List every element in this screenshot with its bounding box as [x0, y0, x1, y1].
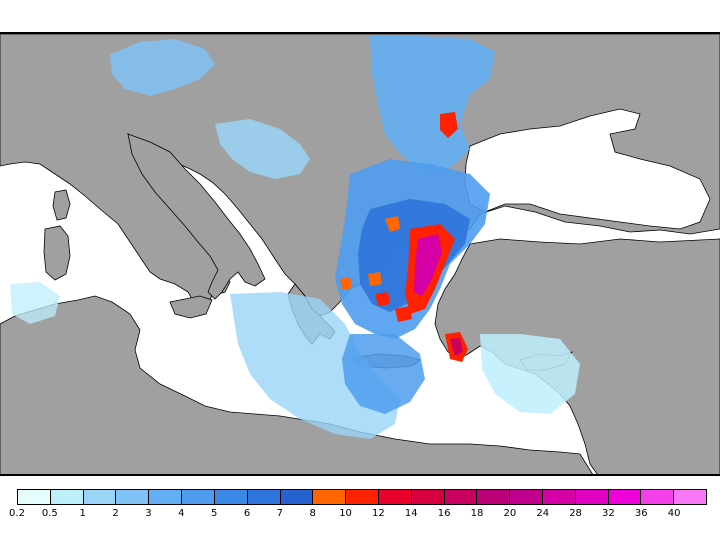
legend-swatch	[575, 490, 609, 504]
legend-tick-label: 12	[372, 508, 385, 519]
legend-tick-label: 36	[634, 508, 648, 519]
precip-cell-small-1	[385, 216, 400, 232]
land-italy	[127, 133, 266, 300]
precipitation-overlay	[10, 36, 580, 439]
legend-tick-label: 1	[79, 508, 86, 519]
legend-swatch	[510, 490, 543, 504]
legend-tick-label: 32	[602, 508, 615, 519]
precip-cell-north	[440, 112, 458, 138]
precip-east-sea	[480, 334, 580, 414]
legend-swatch	[50, 490, 84, 504]
land-sicily	[169, 295, 213, 319]
legend-labels: 0.2 0.5 1 2 3 4 5 6 7 8 10 12 14 16 18 20 24 28 32 36 40	[0, 508, 720, 524]
precip-cell-dodecanese-core	[450, 338, 463, 356]
inland-seas	[464, 108, 711, 230]
land-north-africa	[0, 295, 593, 474]
precip-cell-small-4	[340, 277, 352, 290]
precip-cell-small-5	[375, 292, 390, 306]
legend-swatch	[313, 490, 347, 504]
legend-tick-label: 28	[569, 508, 582, 519]
black-sea	[464, 108, 711, 230]
legend-tick-label: 20	[503, 508, 517, 519]
precip-cell-large-core	[414, 234, 442, 296]
land-sardinia	[43, 225, 71, 281]
legend-tick-label: 4	[178, 508, 185, 519]
legend-tick-label: 16	[437, 508, 451, 519]
legend-swatch	[674, 490, 707, 504]
legend-swatch	[280, 490, 314, 504]
legend-tick-label: 10	[339, 508, 352, 519]
legend-tick-label: 14	[404, 508, 418, 519]
legend-tick-label: 5	[210, 508, 218, 519]
legend-swatch	[18, 490, 51, 504]
legend-tick-label: 3	[145, 508, 152, 519]
legend-swatch	[641, 490, 675, 504]
legend-tick-label: 24	[536, 508, 550, 519]
legend-tick-label: 2	[112, 508, 119, 519]
legend-swatch	[608, 490, 642, 504]
legend-swatch	[378, 490, 412, 504]
precip-cell-small-2	[368, 272, 382, 286]
precip-cell-small-3	[395, 306, 412, 322]
legend-swatch	[214, 490, 248, 504]
legend-tick-label: 6	[243, 508, 251, 519]
map-canvas	[0, 34, 720, 474]
legend-swatch	[247, 490, 281, 504]
precip-west-sea	[10, 282, 60, 324]
legend-tick-label: 18	[470, 508, 484, 519]
legend-swatch	[182, 490, 215, 504]
legend-swatch	[83, 490, 117, 504]
legend-tick-label: 7	[276, 508, 284, 519]
legend-tick-label: 0.5	[41, 508, 58, 519]
legend-swatch	[444, 490, 478, 504]
precipitation-map	[0, 32, 720, 476]
legend-swatch	[543, 490, 576, 504]
legend-tick-label: 8	[309, 508, 316, 519]
legend-swatch	[346, 490, 379, 504]
precip-south-core	[342, 334, 425, 414]
legend-tick-label: 0.2	[9, 508, 25, 519]
land-corsica	[52, 189, 71, 221]
precip-balkans	[215, 119, 310, 179]
legend-tick-label: 40	[667, 508, 681, 519]
legend-swatch	[477, 490, 511, 504]
precip-north-band	[110, 39, 215, 96]
legend-swatch	[149, 490, 183, 504]
legend-swatch	[411, 490, 445, 504]
legend-colorbar	[17, 489, 707, 505]
precip-northeast-band	[370, 36, 495, 174]
legend-swatch	[116, 490, 150, 504]
